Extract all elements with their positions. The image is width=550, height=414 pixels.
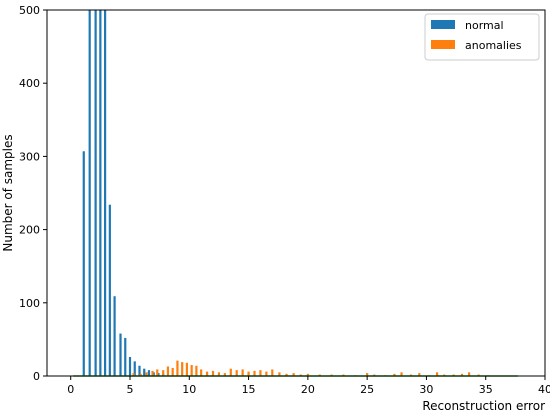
x-tick-label: 5 — [127, 383, 134, 396]
anomalies-bar — [306, 373, 309, 376]
y-tick-label: 0 — [33, 370, 40, 383]
normal-bar — [88, 10, 91, 376]
normal-bar — [104, 10, 107, 376]
legend: normal anomalies — [424, 13, 540, 61]
x-tick-label: 30 — [419, 383, 433, 396]
anomalies-bar — [223, 373, 226, 376]
anomalies-bar — [171, 367, 174, 376]
y-tick-label: 400 — [19, 77, 40, 90]
normal-bar — [128, 356, 132, 376]
y-axis-ticks: 0 100 200 300 400 500 — [19, 4, 47, 383]
anomalies-bar — [468, 372, 471, 376]
anomalies-bar — [229, 368, 232, 376]
normal-bar — [108, 204, 111, 376]
normal-bar — [152, 372, 155, 376]
anomalies-bar — [181, 362, 184, 376]
normal-bar — [113, 296, 116, 376]
normal-bar — [124, 337, 127, 376]
x-tick-label: 10 — [182, 383, 196, 396]
normal-bar — [133, 361, 136, 376]
anomalies-bar — [400, 372, 403, 376]
anomalies-bar — [235, 370, 238, 376]
x-axis-ticks: 0 5 10 15 20 25 30 35 40 — [67, 376, 550, 396]
anomalies-bar — [162, 370, 165, 376]
anomalies-bar — [151, 370, 154, 376]
normal-bar — [94, 10, 97, 376]
x-tick-label: 40 — [538, 383, 550, 396]
anomalies-bar — [156, 369, 159, 376]
anomalies-bar — [278, 372, 281, 376]
anomalies-bar — [265, 371, 268, 376]
plot-frame — [46, 9, 546, 377]
anomalies-bar — [271, 369, 274, 376]
x-tick-label: 20 — [301, 383, 315, 396]
legend-swatch-anomalies — [431, 40, 455, 49]
anomalies-bar — [166, 366, 170, 376]
normal-bar — [157, 373, 160, 376]
anomalies-bar — [393, 373, 396, 376]
anomalies-bar — [460, 373, 464, 376]
anomalies-bar — [205, 371, 209, 376]
anomalies-bar — [259, 370, 262, 376]
normal-bar — [147, 370, 151, 376]
anomalies-bar — [241, 369, 244, 376]
normal-bar — [82, 151, 85, 376]
anomalies-bar — [366, 373, 369, 376]
x-tick-label: 35 — [479, 383, 493, 396]
anomalies-bar — [285, 373, 288, 376]
anomalies-bar — [436, 372, 439, 376]
anomalies-series — [132, 360, 490, 376]
anomalies-bar — [292, 373, 295, 376]
y-tick-label: 300 — [19, 150, 40, 163]
normal-bar — [119, 333, 122, 376]
y-axis-label: Number of samples — [1, 134, 15, 251]
normal-bar — [143, 368, 146, 376]
anomalies-bar — [145, 372, 148, 376]
anomalies-bar — [132, 373, 135, 376]
x-tick-label: 0 — [67, 383, 74, 396]
anomalies-bar — [211, 370, 215, 376]
y-tick-label: 200 — [19, 224, 40, 237]
legend-label-normal: normal — [465, 19, 504, 32]
anomalies-bar — [217, 372, 221, 376]
x-axis-label: Reconstruction error — [422, 399, 545, 413]
normal-series — [82, 10, 165, 376]
anomalies-bar — [195, 365, 198, 376]
anomalies-bar — [418, 373, 421, 376]
y-tick-label: 500 — [19, 4, 40, 17]
anomalies-bar — [185, 362, 189, 376]
anomalies-bar — [253, 370, 256, 376]
legend-label-anomalies: anomalies — [465, 39, 522, 52]
x-tick-label: 15 — [242, 383, 256, 396]
anomalies-bar — [176, 360, 179, 376]
anomalies-bar — [139, 373, 142, 376]
normal-bar — [99, 10, 102, 376]
x-tick-label: 25 — [360, 383, 374, 396]
y-tick-label: 100 — [19, 297, 40, 310]
anomalies-bar — [247, 371, 250, 376]
legend-swatch-normal — [431, 20, 455, 29]
normal-bar — [138, 365, 141, 376]
anomalies-bar — [190, 365, 193, 376]
anomalies-bar — [200, 369, 203, 376]
